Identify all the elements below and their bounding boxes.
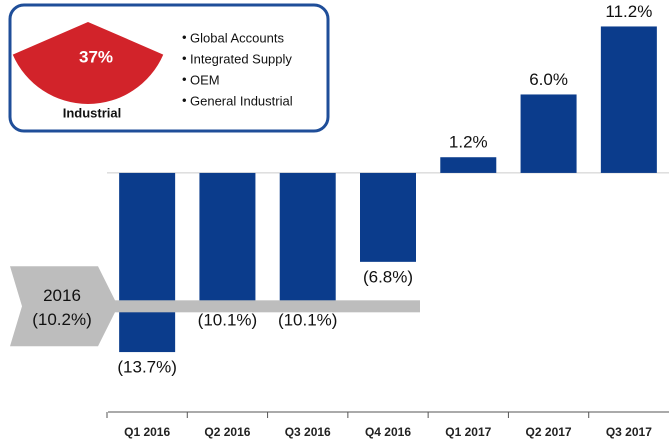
inset-label: Industrial [63,105,122,120]
x-tick-label: Q4 2016 [365,425,411,439]
bar [440,157,497,173]
inset-bullet: • [182,29,187,44]
reference-arrow [10,266,118,347]
value-label: (10.1%) [278,310,338,329]
inset-item: General Industrial [190,93,293,108]
value-label: (10.1%) [198,310,258,329]
pie-wedge [12,22,164,104]
value-label: (13.7%) [117,358,177,377]
pie-percent: 37% [79,47,113,66]
inset-bullet: • [182,50,187,65]
inset-item: OEM [190,72,220,87]
bar [520,94,577,173]
reference-label: 2016 [43,286,81,305]
reference-line [100,300,420,313]
bar [199,172,256,305]
x-tick-label: Q1 2017 [445,425,491,439]
bar [119,172,176,353]
value-label: 1.2% [449,133,488,152]
bar [279,172,336,305]
x-tick-label: Q3 2017 [606,425,652,439]
value-label: 11.2% [605,2,652,21]
x-tick-label: Q1 2016 [124,425,170,439]
x-tick-label: Q2 2016 [204,425,250,439]
inset-bullet: • [182,71,187,86]
bar [360,172,416,262]
value-label: (6.8%) [363,267,413,286]
value-label: 6.0% [529,70,568,89]
bar [600,26,657,173]
reference-value-label: (10.2%) [32,310,92,329]
inset-item: Global Accounts [190,30,284,45]
x-tick-label: Q2 2017 [526,425,572,439]
x-tick-label: Q3 2016 [285,425,331,439]
inset-item: Integrated Supply [190,51,292,66]
inset-bullet: • [182,92,187,107]
